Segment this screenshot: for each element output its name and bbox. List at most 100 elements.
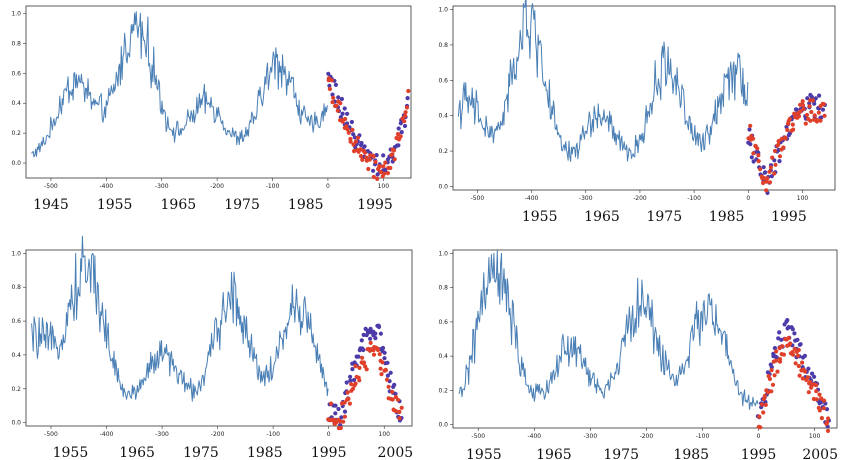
forecast-point	[353, 381, 358, 386]
forecast-series	[326, 76, 411, 181]
forecast-point	[825, 428, 831, 433]
forecast-point	[373, 159, 378, 164]
forecast-point	[796, 347, 801, 353]
x-tick-label: -400	[525, 195, 539, 202]
forecast-point	[800, 360, 805, 365]
forecast-point	[770, 155, 775, 160]
forecast-point	[386, 384, 391, 389]
forecast-point	[340, 111, 345, 116]
forecast-series	[326, 71, 410, 177]
forecast-point	[377, 352, 382, 357]
forecast-point	[362, 150, 368, 155]
forecast-point	[793, 361, 798, 366]
forecast-point	[764, 179, 769, 184]
forecast-point	[361, 347, 366, 353]
forecast-point	[384, 377, 390, 382]
forecast-point	[396, 126, 401, 131]
year-label: 1985	[673, 447, 709, 460]
forecast-point	[348, 374, 353, 379]
forecast-point	[779, 136, 784, 141]
forecast-point	[373, 336, 378, 341]
forecast-point	[390, 397, 395, 402]
year-label: 1955	[53, 445, 89, 460]
forecast-point	[817, 408, 822, 413]
forecast-point	[802, 369, 808, 374]
forecast-point	[790, 122, 795, 127]
forecast-point	[820, 107, 826, 112]
forecast-point	[343, 116, 348, 122]
forecast-point	[774, 349, 779, 354]
forecast-point	[819, 416, 824, 421]
year-label: 1975	[224, 197, 260, 213]
forecast-point	[767, 180, 773, 185]
forecast-point	[805, 375, 810, 380]
forecast-point	[794, 107, 799, 112]
y-tick-label: 0.8	[438, 42, 448, 49]
year-label: 1965	[119, 445, 155, 460]
forecast-point	[378, 169, 383, 174]
forecast-point	[352, 149, 357, 154]
forecast-point	[780, 344, 785, 349]
y-tick-label: 0.6	[11, 318, 21, 325]
forecast-point	[345, 127, 350, 132]
x-tick-label: -100	[687, 195, 701, 202]
forecast-point	[388, 165, 393, 171]
y-tick-label: 0.4	[11, 352, 21, 359]
forecast-point	[783, 135, 788, 140]
year-label: 2005	[378, 445, 414, 460]
forecast-point	[346, 396, 351, 401]
forecast-point	[355, 135, 361, 140]
forecast-point	[383, 368, 388, 373]
year-label: 1985	[247, 445, 283, 460]
x-tick-label: -200	[210, 183, 224, 190]
forecast-point	[777, 159, 782, 164]
forecast-point	[785, 127, 790, 133]
y-tick-label: 0.2	[11, 130, 21, 137]
forecast-point	[814, 389, 819, 394]
forecast-point	[802, 353, 807, 358]
history-series-line	[458, 250, 759, 410]
chart-panel-top-left: 0.00.20.40.60.81.0-500 -400 -300 -200 -100 0 1…	[11, 5, 412, 213]
y-tick-label: 1.0	[438, 250, 448, 257]
x-tick-label: -500	[471, 195, 485, 202]
forecast-point	[776, 139, 781, 144]
forecast-point	[385, 171, 390, 176]
plot-frame	[452, 249, 838, 429]
forecast-point	[796, 114, 802, 119]
forecast-point	[404, 105, 410, 110]
forecast-point	[399, 130, 404, 135]
forecast-point	[376, 324, 382, 330]
y-tick-label: 0.6	[11, 70, 21, 77]
forecast-point	[812, 374, 817, 379]
forecast-point	[392, 157, 397, 162]
forecast-point	[785, 318, 790, 323]
year-label: 1995	[311, 445, 347, 460]
forecast-point	[777, 154, 783, 159]
y-tick-label: 0.8	[11, 40, 21, 47]
forecast-point	[359, 140, 364, 146]
forecast-point	[817, 93, 822, 98]
x-tick-label: -300	[155, 183, 169, 190]
forecast-point	[804, 112, 810, 118]
forecast-point	[348, 378, 353, 383]
forecast-point	[797, 373, 802, 378]
forecast-point	[399, 405, 404, 410]
year-label: 1965	[536, 447, 572, 460]
chart-panel-bottom-left: 0.0 0.2 0.4 0.6 0.8 1.0 -500 -400 -300 -200 -100 0 1…	[11, 235, 414, 460]
x-tick-label: -300	[579, 195, 593, 202]
forecast-point	[342, 414, 347, 419]
forecast-point	[787, 116, 792, 122]
x-tick-label: -300	[155, 431, 169, 438]
forecast-point	[351, 132, 356, 137]
forecast-point	[751, 136, 756, 141]
forecast-point	[812, 101, 817, 106]
forecast-point	[352, 135, 357, 140]
forecast-point	[336, 95, 341, 100]
forecast-point	[342, 409, 348, 414]
forecast-point	[762, 393, 767, 399]
forecast-point	[800, 103, 805, 108]
forecast-point	[762, 176, 767, 181]
forecast-point	[396, 143, 401, 148]
x-tick-label: 100	[809, 433, 821, 440]
forecast-point	[371, 168, 376, 173]
